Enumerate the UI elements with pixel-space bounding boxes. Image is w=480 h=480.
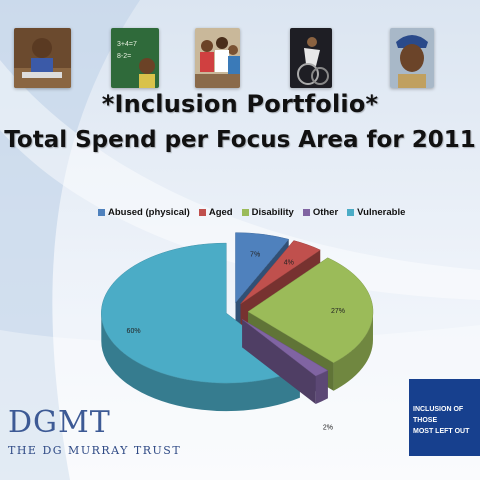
- logo-wordmark: DGMT: [8, 405, 111, 440]
- students-group-photo: [195, 28, 240, 88]
- legend-swatch: [241, 209, 249, 216]
- legend-swatch: [302, 209, 310, 216]
- child-at-blackboard-photo: 3+4=7 8-2=: [111, 28, 159, 88]
- legend-label: Vulnerable: [357, 207, 406, 218]
- svg-text:3+4=7: 3+4=7: [117, 41, 137, 48]
- chart-title: Total Spend per Focus Area for 2011: [4, 127, 476, 153]
- legend-swatch: [347, 209, 355, 216]
- chart-legend: Abused (physical) Aged Disability Other Vuln…: [98, 207, 405, 218]
- legend-label: Aged: [208, 207, 233, 218]
- tagline-line2: MOST LEFT OUT: [413, 428, 470, 435]
- legend-item: Disability: [241, 207, 294, 218]
- legend-label: Disability: [251, 207, 294, 218]
- legend-item: Aged: [198, 207, 233, 218]
- photo-strip: 3+4=7 8-2=: [0, 28, 480, 90]
- svg-text:8-2=: 8-2=: [117, 53, 131, 60]
- legend-item: Other: [302, 207, 339, 218]
- data-label: 2%: [323, 424, 333, 431]
- elderly-woman-photo: [390, 28, 434, 88]
- page-title: *Inclusion Portfolio*: [101, 90, 379, 118]
- data-label: 27%: [331, 308, 345, 315]
- legend-swatch: [198, 209, 206, 216]
- wheelchair-athlete-photo: [290, 28, 332, 88]
- child-at-desk-photo: [14, 28, 71, 88]
- legend-item: Abused (physical): [98, 207, 190, 218]
- tagline-line1: INCLUSION OF THOSE: [413, 406, 464, 424]
- data-label: 4%: [284, 259, 294, 266]
- data-label: 7%: [250, 251, 260, 258]
- legend-swatch: [98, 209, 105, 216]
- pie-slice: [242, 319, 329, 405]
- legend-label: Abused (physical): [108, 207, 190, 218]
- logo-subtitle: THE DG MURRAY TRUST: [8, 444, 182, 457]
- legend-item: Vulnerable: [347, 207, 405, 218]
- legend-label: Other: [312, 207, 339, 218]
- tagline-box: INCLUSION OF THOSE MOST LEFT OUT: [409, 379, 480, 456]
- dgmt-logo: DGMT THE DG MURRAY TRUST: [8, 405, 182, 458]
- data-label: 60%: [127, 328, 141, 335]
